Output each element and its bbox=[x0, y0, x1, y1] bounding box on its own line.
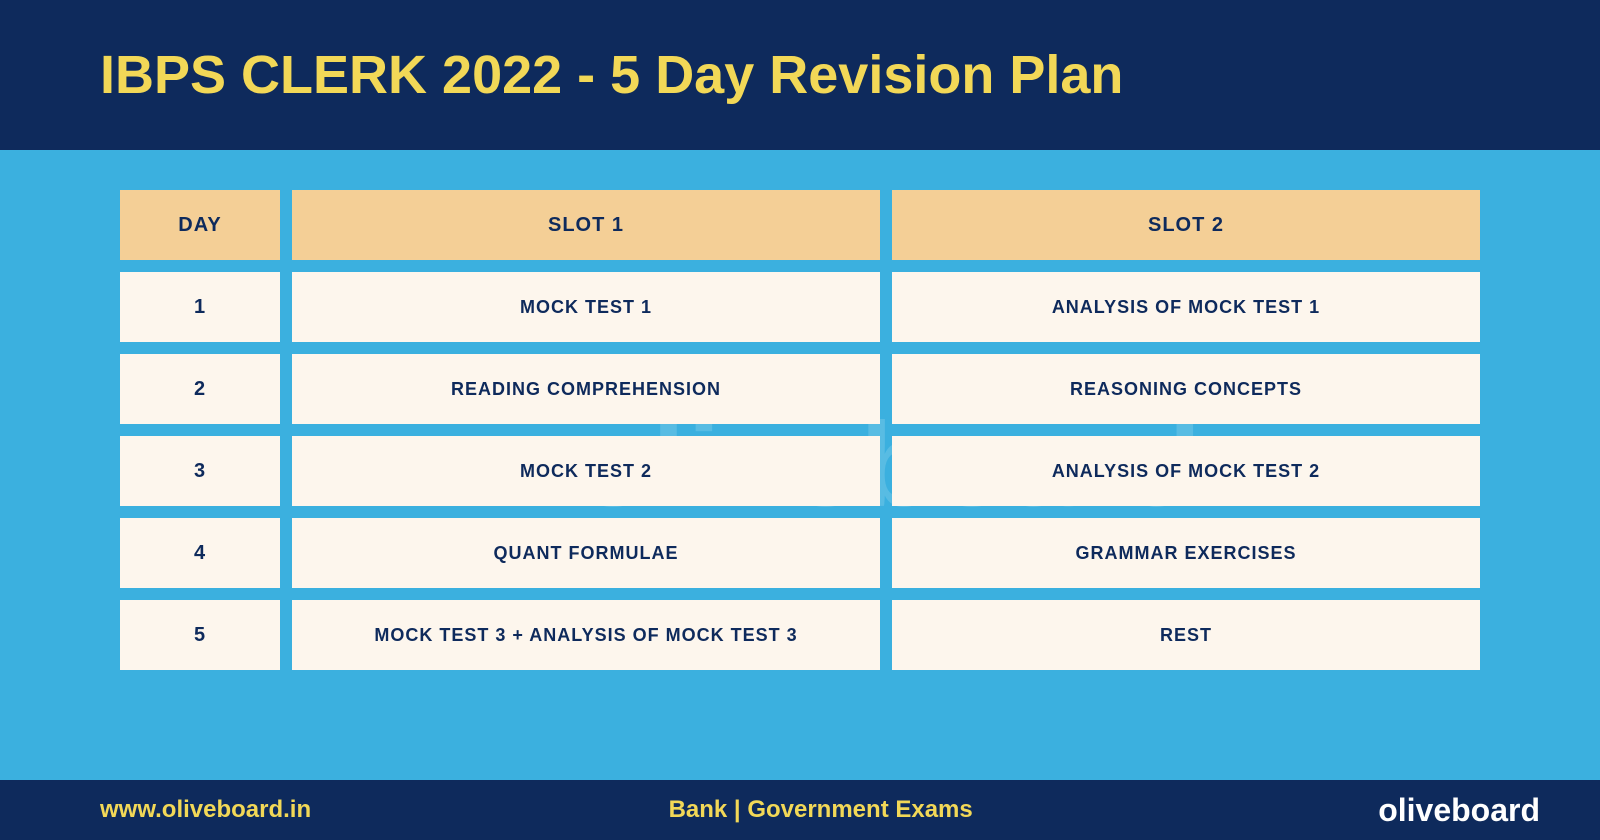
brand-small-icon bbox=[1330, 789, 1372, 831]
header-bar: IBPS CLERK 2022 - 5 Day Revision Plan bbox=[0, 0, 1600, 150]
table-header-row: DAY SLOT 1 SLOT 2 bbox=[120, 190, 1480, 260]
cell-slot2: REASONING CONCEPTS bbox=[892, 354, 1480, 424]
footer-brand-text: oliveboard bbox=[1378, 792, 1540, 829]
cell-slot1: QUANT FORMULAE bbox=[292, 518, 880, 588]
table-row: 3 MOCK TEST 2 ANALYSIS OF MOCK TEST 2 bbox=[120, 436, 1480, 506]
col-header-slot1: SLOT 1 bbox=[292, 190, 880, 260]
cell-day: 1 bbox=[120, 272, 280, 342]
page-title: IBPS CLERK 2022 - 5 Day Revision Plan bbox=[100, 44, 1123, 106]
table-row: 2 READING COMPREHENSION REASONING CONCEP… bbox=[120, 354, 1480, 424]
cell-slot1: READING COMPREHENSION bbox=[292, 354, 880, 424]
cell-day: 5 bbox=[120, 600, 280, 670]
cell-slot2: ANALYSIS OF MOCK TEST 2 bbox=[892, 436, 1480, 506]
cell-day: 3 bbox=[120, 436, 280, 506]
brand-logo-icon bbox=[1420, 15, 1540, 135]
cell-slot2: GRAMMAR EXERCISES bbox=[892, 518, 1480, 588]
footer-url: www.oliveboard.in bbox=[100, 796, 311, 824]
footer-brand: oliveboard bbox=[1330, 789, 1540, 831]
revision-table: DAY SLOT 1 SLOT 2 1 MOCK TEST 1 ANALYSIS… bbox=[120, 190, 1480, 670]
content-area: oliveboard DAY SLOT 1 SLOT 2 1 MOCK TEST… bbox=[0, 150, 1600, 780]
cell-slot1: MOCK TEST 3 + ANALYSIS OF MOCK TEST 3 bbox=[292, 600, 880, 670]
table-row: 1 MOCK TEST 1 ANALYSIS OF MOCK TEST 1 bbox=[120, 272, 1480, 342]
footer-bar: www.oliveboard.in Bank | Government Exam… bbox=[0, 780, 1600, 840]
footer-tagline: Bank | Government Exams bbox=[669, 796, 973, 824]
cell-slot1: MOCK TEST 2 bbox=[292, 436, 880, 506]
cell-day: 2 bbox=[120, 354, 280, 424]
cell-slot2: REST bbox=[892, 600, 1480, 670]
col-header-slot2: SLOT 2 bbox=[892, 190, 1480, 260]
cell-slot1: MOCK TEST 1 bbox=[292, 272, 880, 342]
table-row: 4 QUANT FORMULAE GRAMMAR EXERCISES bbox=[120, 518, 1480, 588]
table-row: 5 MOCK TEST 3 + ANALYSIS OF MOCK TEST 3 … bbox=[120, 600, 1480, 670]
col-header-day: DAY bbox=[120, 190, 280, 260]
cell-day: 4 bbox=[120, 518, 280, 588]
cell-slot2: ANALYSIS OF MOCK TEST 1 bbox=[892, 272, 1480, 342]
